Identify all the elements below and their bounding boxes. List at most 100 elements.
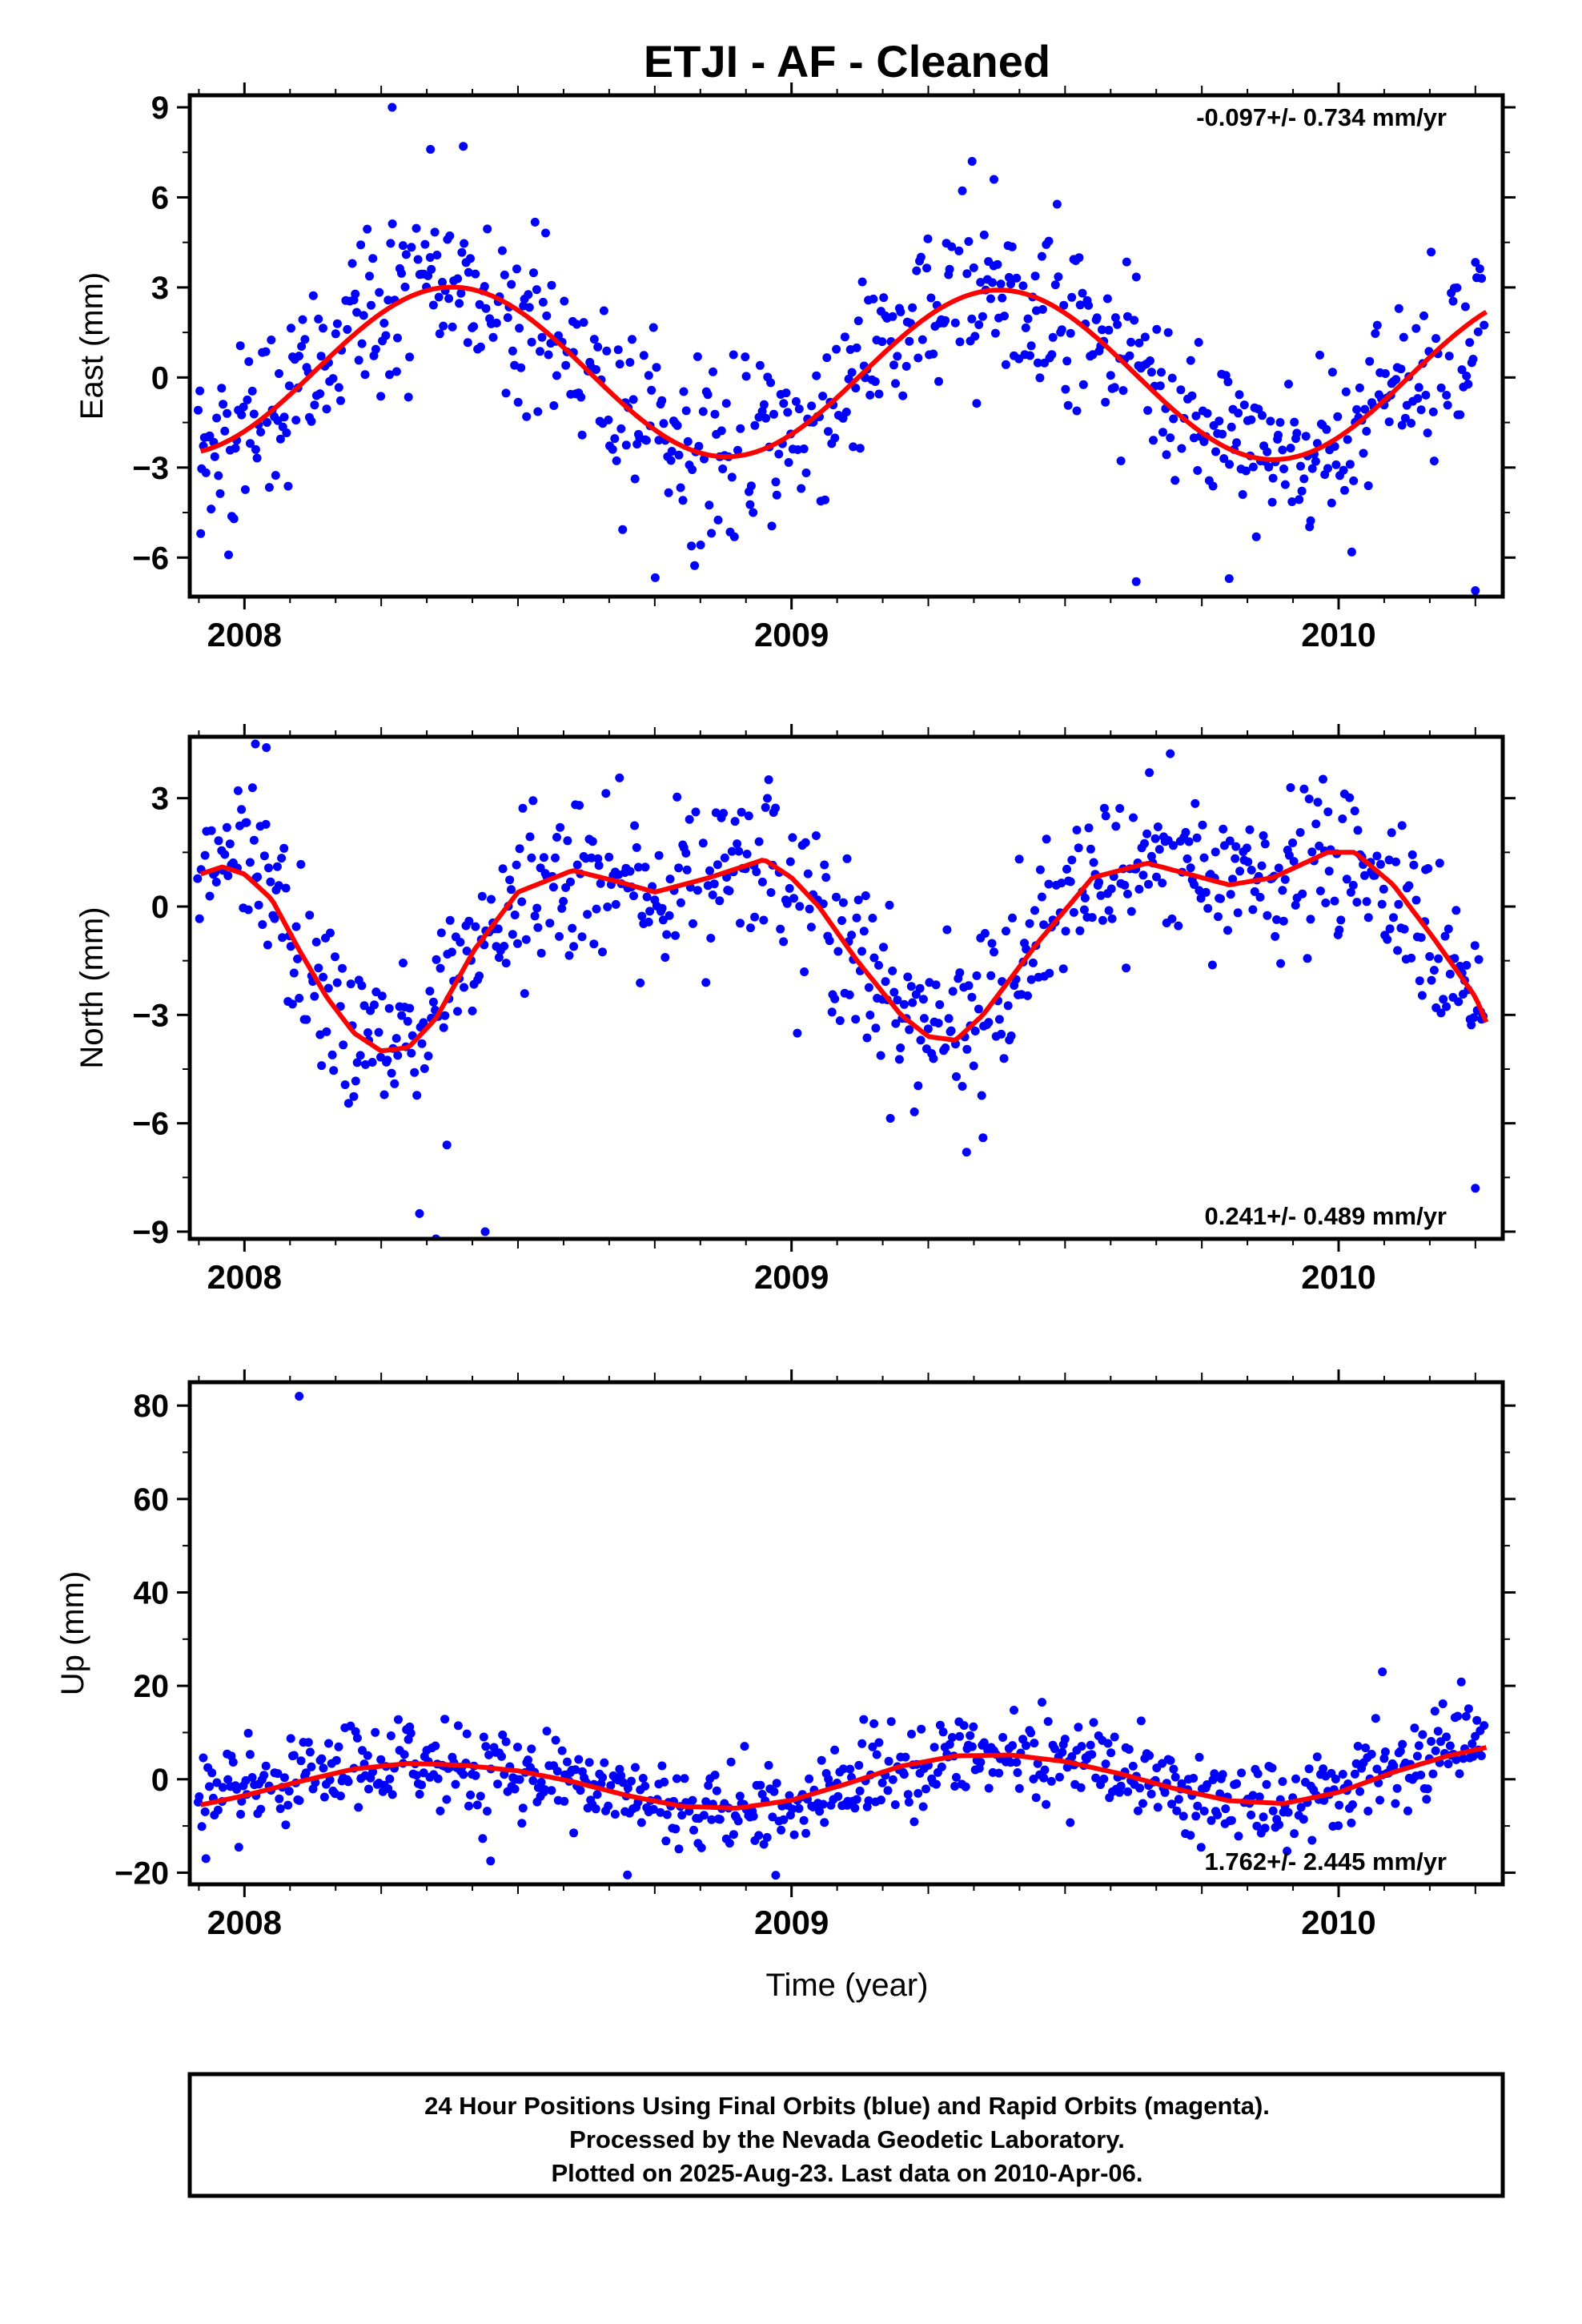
east-point	[483, 224, 492, 234]
east-point	[1057, 325, 1066, 335]
east-point	[283, 481, 293, 491]
east-point	[544, 350, 553, 360]
east-point	[1413, 394, 1423, 403]
east-point	[527, 337, 536, 347]
east-point	[1323, 464, 1332, 473]
up-point	[364, 1784, 373, 1794]
north-point	[384, 1003, 394, 1013]
north-point	[428, 997, 438, 1007]
east-point	[630, 474, 640, 484]
east-point	[412, 223, 421, 233]
north-point	[1098, 915, 1107, 925]
east-point	[444, 294, 454, 304]
up-point	[1268, 1806, 1278, 1815]
up-point	[1353, 1742, 1363, 1751]
east-point	[576, 392, 586, 402]
east-point	[781, 388, 791, 398]
east-point	[929, 349, 938, 359]
up-point	[245, 1750, 255, 1759]
east-point	[386, 239, 396, 248]
east-point	[874, 389, 884, 399]
north-point	[274, 881, 283, 891]
up-point	[838, 1764, 848, 1774]
north-point	[258, 920, 267, 929]
north-point	[598, 947, 607, 957]
north-point	[439, 1023, 448, 1032]
north-point	[1057, 879, 1066, 888]
north-point	[1383, 935, 1392, 944]
up-point	[817, 1755, 826, 1765]
north-point	[977, 1091, 986, 1100]
north-point	[861, 891, 870, 900]
east-point	[542, 311, 552, 320]
up-point	[764, 1760, 773, 1770]
north-point	[833, 947, 843, 956]
north-point	[674, 863, 684, 873]
up-point	[500, 1770, 509, 1779]
up-point	[1196, 1843, 1206, 1852]
east-point	[801, 468, 811, 477]
east-point	[1146, 368, 1156, 377]
east-point	[1078, 288, 1087, 298]
north-point	[779, 937, 789, 947]
east-point	[592, 365, 600, 374]
east-point	[1343, 435, 1352, 444]
north-point	[1023, 991, 1032, 1000]
east-point	[481, 304, 491, 313]
north-point	[1284, 850, 1294, 860]
north-point	[1219, 824, 1228, 834]
up-point	[852, 1795, 861, 1804]
up-point	[610, 1810, 620, 1819]
east-point	[1000, 312, 1009, 321]
north-point	[533, 923, 543, 932]
north-point	[343, 1099, 353, 1108]
east-point	[310, 400, 319, 410]
north-point	[871, 1023, 881, 1033]
east-point	[772, 490, 781, 500]
east-point	[560, 296, 569, 306]
east-point	[1464, 380, 1473, 389]
east-point	[1063, 400, 1073, 410]
east-point	[1225, 460, 1235, 469]
east-point	[1007, 242, 1017, 251]
east-point	[847, 368, 857, 377]
east-point	[746, 481, 756, 491]
north-point	[615, 773, 624, 782]
north-point	[1140, 838, 1149, 848]
east-point	[239, 402, 248, 412]
north-point	[1271, 931, 1280, 941]
up-point	[903, 1790, 913, 1799]
north-point	[1184, 837, 1194, 846]
east-point	[818, 392, 828, 401]
north-point	[906, 982, 916, 991]
north-point	[1069, 907, 1078, 917]
up-point	[1191, 1811, 1201, 1821]
east-point	[256, 428, 266, 436]
up-point	[385, 1774, 395, 1783]
east-point	[681, 406, 691, 416]
up-frame	[187, 1380, 1505, 1887]
east-point	[1267, 497, 1277, 507]
east-point	[400, 282, 410, 292]
east-point	[678, 496, 688, 505]
north-point	[673, 792, 682, 802]
north-point	[1442, 1002, 1452, 1011]
east-point	[710, 409, 720, 419]
east-point	[664, 488, 673, 497]
east-point	[657, 396, 667, 405]
up-point	[527, 1744, 536, 1754]
east-point	[1331, 460, 1341, 469]
north-ytick-label: −3	[132, 998, 169, 1033]
north-point	[879, 943, 888, 952]
up-point	[945, 1739, 954, 1749]
east-point	[1396, 364, 1406, 374]
north-point	[1434, 954, 1443, 963]
north-point	[487, 895, 496, 904]
up-point	[400, 1750, 409, 1759]
north-point	[1086, 844, 1095, 854]
up-point	[768, 1812, 777, 1822]
east-point	[1443, 400, 1452, 410]
north-point	[885, 1114, 895, 1123]
north-point	[645, 907, 655, 916]
north-point	[528, 796, 538, 806]
